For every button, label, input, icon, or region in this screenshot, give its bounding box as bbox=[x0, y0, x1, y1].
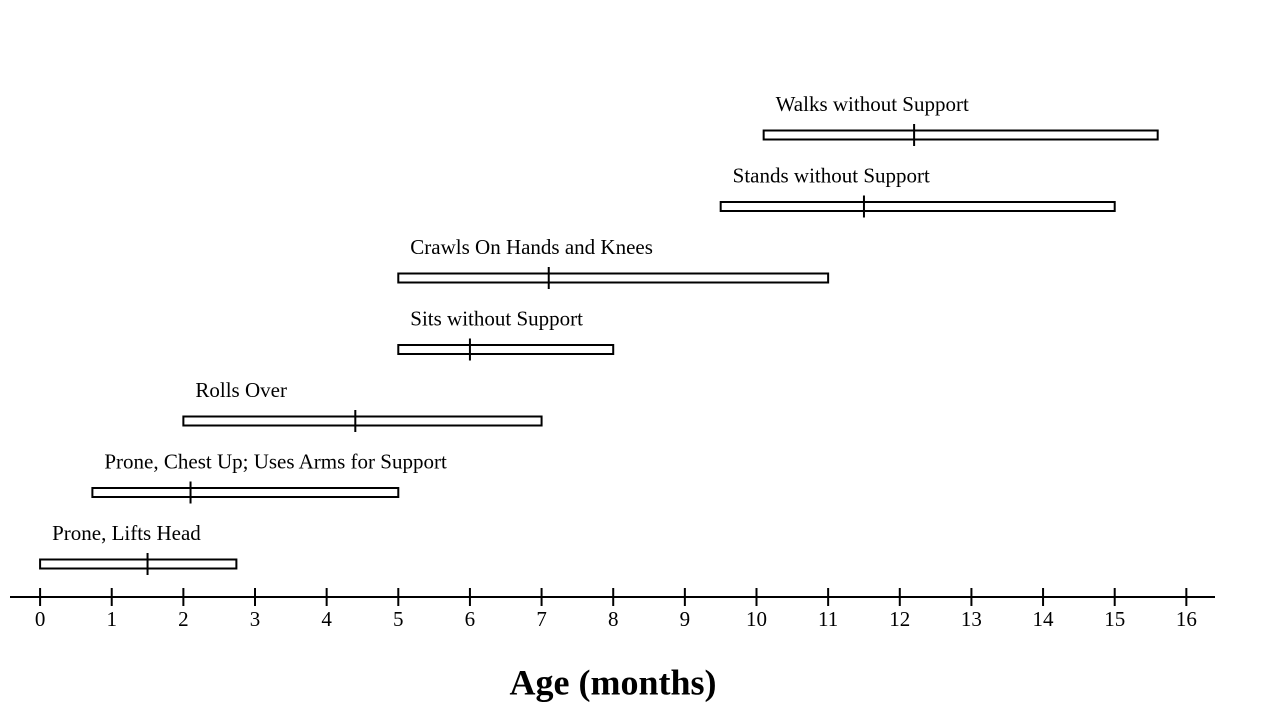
x-tick-label: 8 bbox=[608, 607, 619, 631]
range-bar bbox=[39, 558, 238, 570]
milestone-label: Sits without Support bbox=[410, 306, 583, 330]
milestone-label: Rolls Over bbox=[195, 378, 287, 402]
range-bar bbox=[182, 415, 543, 427]
milestone-label: Prone, Lifts Head bbox=[52, 521, 201, 545]
x-tick-label: 15 bbox=[1104, 607, 1125, 631]
range-bar bbox=[719, 201, 1116, 212]
milestone-label: Crawls On Hands and Knees bbox=[410, 235, 653, 259]
x-tick-label: 16 bbox=[1176, 607, 1197, 631]
milestone-label: Stands without Support bbox=[733, 163, 930, 187]
range-bar bbox=[91, 487, 400, 498]
x-tick-label: 14 bbox=[1033, 607, 1055, 631]
x-tick-label: 4 bbox=[321, 607, 332, 631]
x-tick-label: 1 bbox=[106, 607, 117, 631]
x-tick-label: 5 bbox=[393, 607, 404, 631]
x-tick-label: 9 bbox=[680, 607, 691, 631]
milestone-label: Prone, Chest Up; Uses Arms for Support bbox=[104, 449, 447, 473]
range-bar bbox=[397, 272, 830, 284]
x-axis-title: Age (months) bbox=[510, 662, 717, 702]
x-tick-label: 3 bbox=[250, 607, 261, 631]
x-tick-label: 11 bbox=[818, 607, 838, 631]
x-tick-label: 13 bbox=[961, 607, 982, 631]
x-tick-label: 6 bbox=[465, 607, 476, 631]
x-tick-label: 12 bbox=[889, 607, 910, 631]
x-tick-label: 10 bbox=[746, 607, 767, 631]
milestone-label: Walks without Support bbox=[776, 92, 969, 116]
range-bar bbox=[762, 129, 1159, 141]
x-tick-label: 0 bbox=[35, 607, 46, 631]
range-bar bbox=[397, 344, 615, 355]
x-tick-label: 2 bbox=[178, 607, 189, 631]
x-tick-label: 7 bbox=[536, 607, 547, 631]
